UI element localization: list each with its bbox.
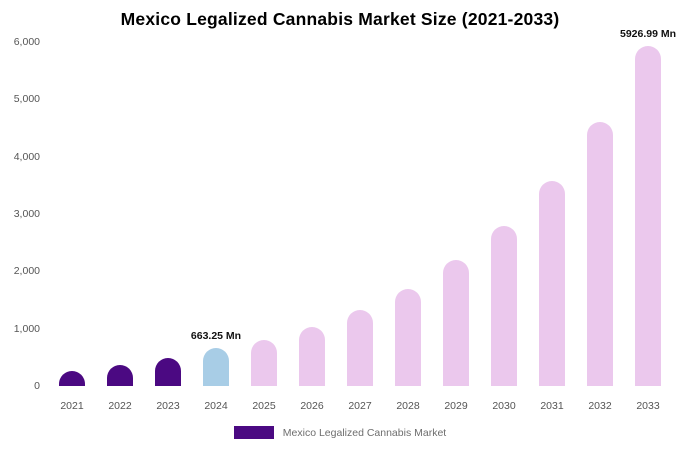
bar-2021	[59, 370, 85, 386]
x-tick-label-2028: 2028	[396, 400, 420, 412]
legend-label: Mexico Legalized Cannabis Market	[282, 426, 447, 439]
legend-item[interactable]: Mexico Legalized Cannabis Market	[0, 426, 680, 439]
bar-column-2029	[432, 42, 480, 386]
y-tick-label-2,000: 2,000	[13, 265, 40, 278]
bar-2022	[107, 364, 133, 386]
bar-column-2025	[240, 42, 288, 386]
plot-area: 663.25 Mn 5926.99 Mn	[48, 28, 676, 386]
bar-2023	[155, 357, 181, 386]
y-tick-label-3,000: 3,000	[13, 207, 40, 220]
bar-column-2033: 5926.99 Mn	[620, 28, 676, 386]
x-tick-label-2026: 2026	[300, 400, 324, 412]
x-axis: 2021 2022 2023 2024 2025 2026 2027 2028 2029 2030…	[48, 400, 672, 412]
bar-column-2023	[144, 42, 192, 386]
x-tick-label-2024: 2024	[204, 400, 228, 412]
x-tick-label-2025: 2025	[252, 400, 276, 412]
bar-2025	[251, 340, 277, 386]
x-tick-label-2032: 2032	[588, 400, 612, 412]
x-tick-label-2022: 2022	[108, 400, 132, 412]
bar-2027	[347, 310, 373, 386]
bar-2032	[587, 122, 613, 386]
bar-column-2022	[96, 42, 144, 386]
bar-column-2031	[528, 42, 576, 386]
bar-2028	[395, 288, 421, 386]
bar-2029	[443, 259, 469, 386]
bar-column-2021	[48, 42, 96, 386]
bar-column-2024: 663.25 Mn	[190, 42, 242, 386]
x-tick-label-2030: 2030	[492, 400, 516, 412]
bar-column-2030	[480, 42, 528, 386]
x-tick-label-2021: 2021	[60, 400, 84, 412]
bar-value-label-2033: 5926.99 Mn	[619, 28, 677, 41]
bar-2033	[635, 46, 661, 386]
x-tick-label-2031: 2031	[540, 400, 564, 412]
bar-column-2032	[576, 42, 624, 386]
x-tick-label-2033: 2033	[636, 400, 660, 412]
bar-column-2026	[288, 42, 336, 386]
bar-2024	[203, 348, 229, 386]
bar-2026	[299, 326, 325, 386]
y-tick-label-1,000: 1,000	[13, 322, 40, 335]
y-tick-label-0: 0	[34, 379, 40, 392]
x-tick-label-2029: 2029	[444, 400, 468, 412]
bar-column-2027	[336, 42, 384, 386]
chart-title: Mexico Legalized Cannabis Market Size (2…	[120, 9, 560, 29]
x-tick-label-2023: 2023	[156, 400, 180, 412]
y-axis: 0 1,000 2,000 3,000 4,000 5,000 6,000	[0, 37, 40, 391]
legend-swatch	[233, 426, 274, 439]
bar-column-2028	[384, 42, 432, 386]
bar-2031	[539, 180, 565, 386]
bar-value-label-2024: 663.25 Mn	[190, 330, 242, 342]
bar-2030	[491, 225, 517, 386]
y-tick-label-5,000: 5,000	[13, 93, 40, 106]
y-tick-label-6,000: 6,000	[13, 35, 40, 48]
y-tick-label-4,000: 4,000	[13, 150, 40, 163]
x-tick-label-2027: 2027	[348, 400, 372, 412]
